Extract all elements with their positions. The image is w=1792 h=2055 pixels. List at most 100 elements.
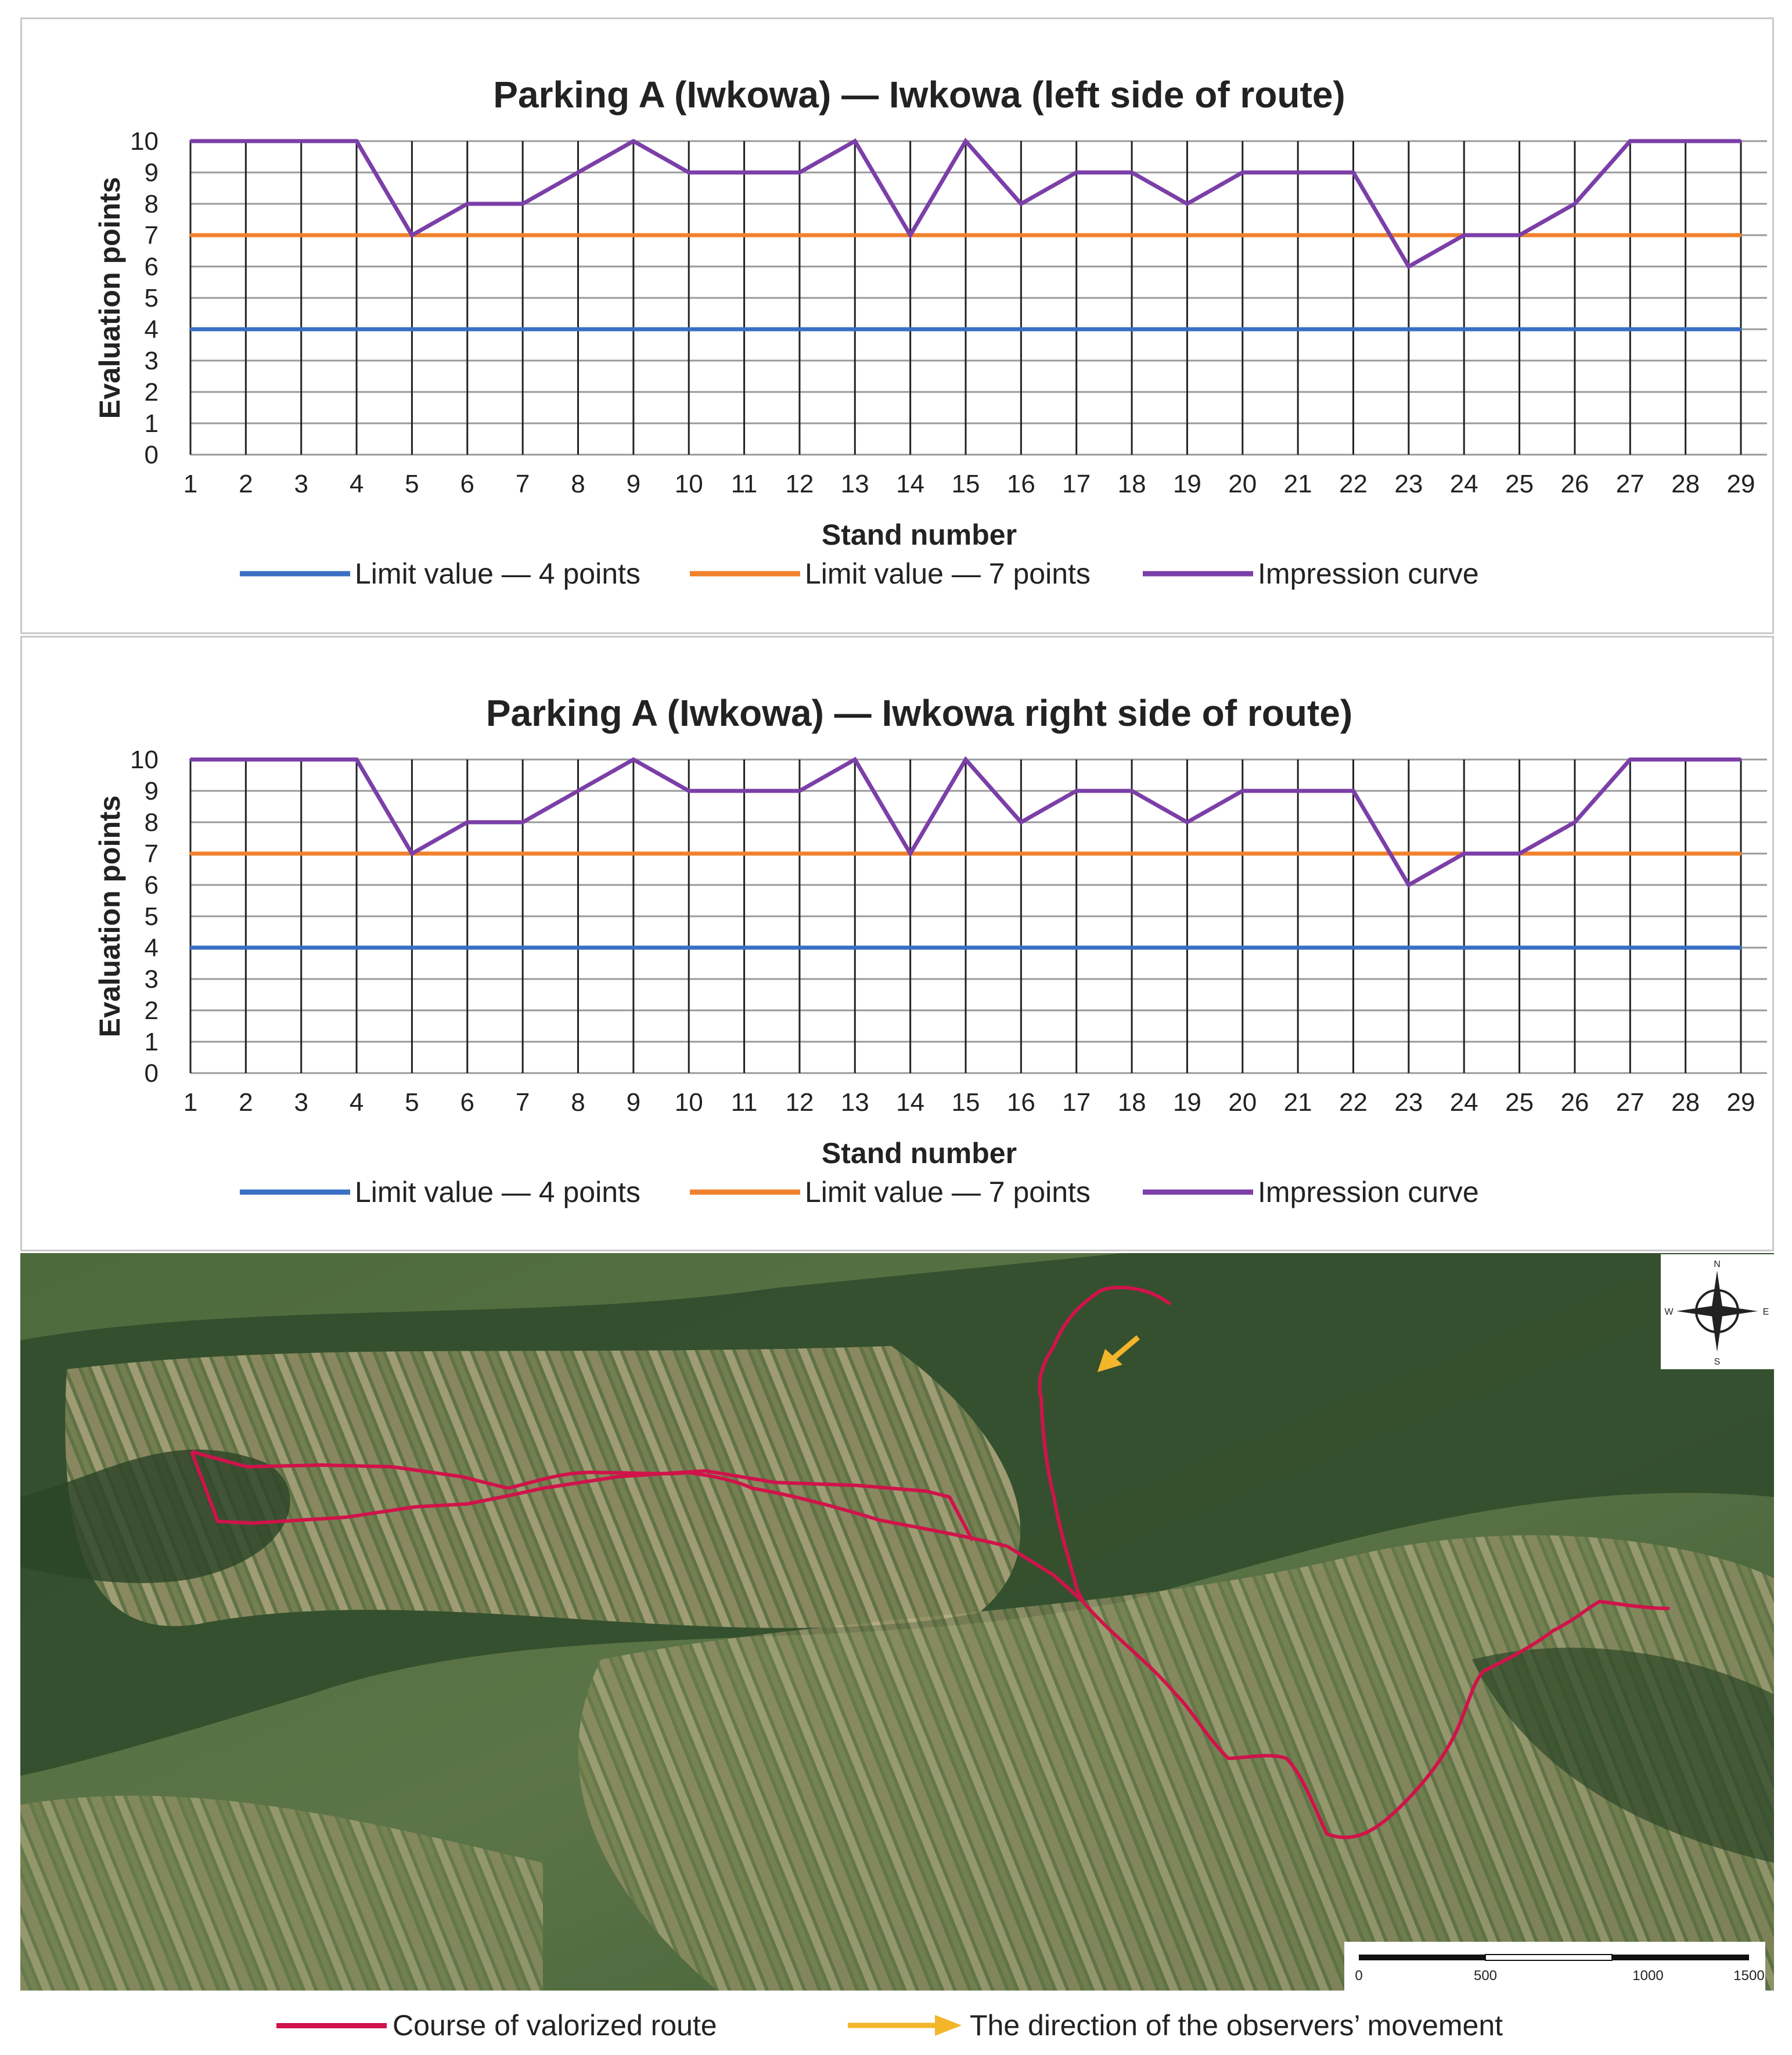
series-0-point-4 [355, 946, 358, 949]
x-tick-label-29: 29 [1727, 470, 1755, 498]
series-1-point-6 [466, 234, 469, 236]
x-tick-label-5: 5 [405, 1088, 419, 1117]
x-tick-label-3: 3 [294, 470, 308, 498]
line-chart-left: Parking A (Iwkowa) — Iwkowa (left side o… [93, 74, 1767, 590]
series-0-point-10 [688, 328, 690, 330]
series-1-point-2 [244, 234, 247, 236]
series-0-point-1 [189, 946, 192, 949]
series-2-point-28 [1684, 758, 1687, 761]
legend-label-2: Impression curve [1258, 557, 1479, 590]
series-2-point-1 [189, 758, 192, 761]
x-tick-label-13: 13 [841, 1088, 869, 1117]
series-2-point-15 [965, 140, 967, 142]
series-0-point-23 [1407, 328, 1410, 330]
x-axis-label: Stand number [822, 519, 1017, 551]
series-2-point-23 [1407, 884, 1410, 886]
series-0-point-27 [1629, 946, 1632, 949]
series-0-point-28 [1684, 946, 1687, 949]
series-2-point-4 [355, 758, 358, 761]
series-0-point-13 [854, 328, 857, 330]
series-1-point-16 [1020, 234, 1023, 236]
series-1-point-18 [1131, 852, 1134, 855]
x-tick-label-11: 11 [731, 470, 758, 498]
route-southeast [1081, 1599, 1670, 1840]
series-2-point-24 [1463, 852, 1466, 855]
series-1-point-29 [1740, 852, 1742, 855]
series-0-point-18 [1131, 328, 1134, 330]
series-1-point-8 [577, 234, 580, 236]
direction-arrow [1097, 1335, 1140, 1372]
y-tick-label-6: 6 [145, 253, 159, 281]
x-tick-label-9: 9 [627, 1088, 640, 1117]
x-tick-label-10: 10 [675, 1088, 703, 1117]
series-2-point-17 [1075, 790, 1078, 792]
x-tick-label-15: 15 [952, 1088, 980, 1117]
series-2-point-17 [1075, 171, 1078, 174]
x-tick-label-21: 21 [1284, 1088, 1312, 1117]
series-1-point-9 [632, 234, 635, 236]
series-2-point-10 [688, 171, 690, 174]
series-1-point-3 [300, 852, 303, 855]
series-1-point-2 [244, 852, 247, 855]
series-1-point-23 [1407, 234, 1410, 236]
series-2-point-11 [743, 790, 746, 792]
x-tick-label-16: 16 [1007, 1088, 1035, 1117]
series-0-point-17 [1075, 946, 1078, 949]
series-0-point-2 [244, 946, 247, 949]
route-junction [1006, 1545, 1085, 1603]
route-west-loop-south [190, 1451, 974, 1542]
series-2-point-1 [189, 140, 192, 142]
x-tick-label-6: 6 [460, 1088, 474, 1117]
series-0-point-11 [743, 946, 746, 949]
series-1-point-20 [1241, 234, 1244, 236]
series-1-point-4 [355, 234, 358, 236]
y-tick-label-4: 4 [145, 315, 159, 344]
series-2-point-9 [632, 140, 635, 142]
x-tick-label-9: 9 [627, 470, 640, 498]
y-tick-label-0: 0 [145, 1059, 159, 1088]
series-2-point-24 [1463, 234, 1466, 236]
x-tick-label-27: 27 [1616, 470, 1645, 498]
x-tick-label-5: 5 [405, 470, 419, 498]
y-tick-label-1: 1 [145, 409, 159, 438]
x-tick-label-17: 17 [1062, 1088, 1091, 1117]
series-0-point-23 [1407, 946, 1410, 949]
legend-label-2: Impression curve [1258, 1176, 1479, 1208]
series-0-point-15 [965, 328, 967, 330]
x-tick-label-1: 1 [183, 1088, 197, 1117]
series-2-point-25 [1518, 234, 1521, 236]
series-2-point-12 [798, 171, 801, 174]
series-1-point-27 [1629, 234, 1632, 236]
series-0-point-11 [743, 328, 746, 330]
x-tick-label-18: 18 [1118, 470, 1146, 498]
route-central [508, 1470, 1008, 1548]
x-tick-label-26: 26 [1560, 470, 1589, 498]
series-2-point-19 [1186, 821, 1189, 823]
route-north-branch [1038, 1286, 1171, 1603]
series-2-point-6 [466, 821, 469, 823]
series-2-point-29 [1740, 758, 1742, 761]
series-0-point-22 [1352, 328, 1355, 330]
x-tick-label-24: 24 [1450, 1088, 1478, 1117]
series-2-point-4 [355, 140, 358, 142]
series-0-point-5 [411, 328, 413, 330]
x-tick-label-3: 3 [294, 1088, 308, 1117]
y-tick-label-5: 5 [145, 902, 159, 931]
series-1-point-22 [1352, 852, 1355, 855]
series-1-point-17 [1075, 234, 1078, 236]
x-tick-label-16: 16 [1007, 470, 1035, 498]
compass-w: W [1664, 1307, 1674, 1317]
series-1-point-18 [1131, 234, 1134, 236]
series-0-point-8 [577, 946, 580, 949]
series-0-point-16 [1020, 328, 1023, 330]
route-west-loop-north [191, 1450, 509, 1490]
series-0-point-13 [854, 946, 857, 949]
series-2-point-16 [1020, 203, 1023, 205]
x-tick-label-23: 23 [1394, 1088, 1423, 1117]
series-2-point-7 [521, 821, 524, 823]
series-1-point-20 [1241, 852, 1244, 855]
series-2-point-14 [909, 852, 912, 855]
y-tick-label-8: 8 [145, 808, 159, 837]
y-tick-label-9: 9 [145, 777, 159, 805]
x-tick-label-7: 7 [516, 470, 530, 498]
